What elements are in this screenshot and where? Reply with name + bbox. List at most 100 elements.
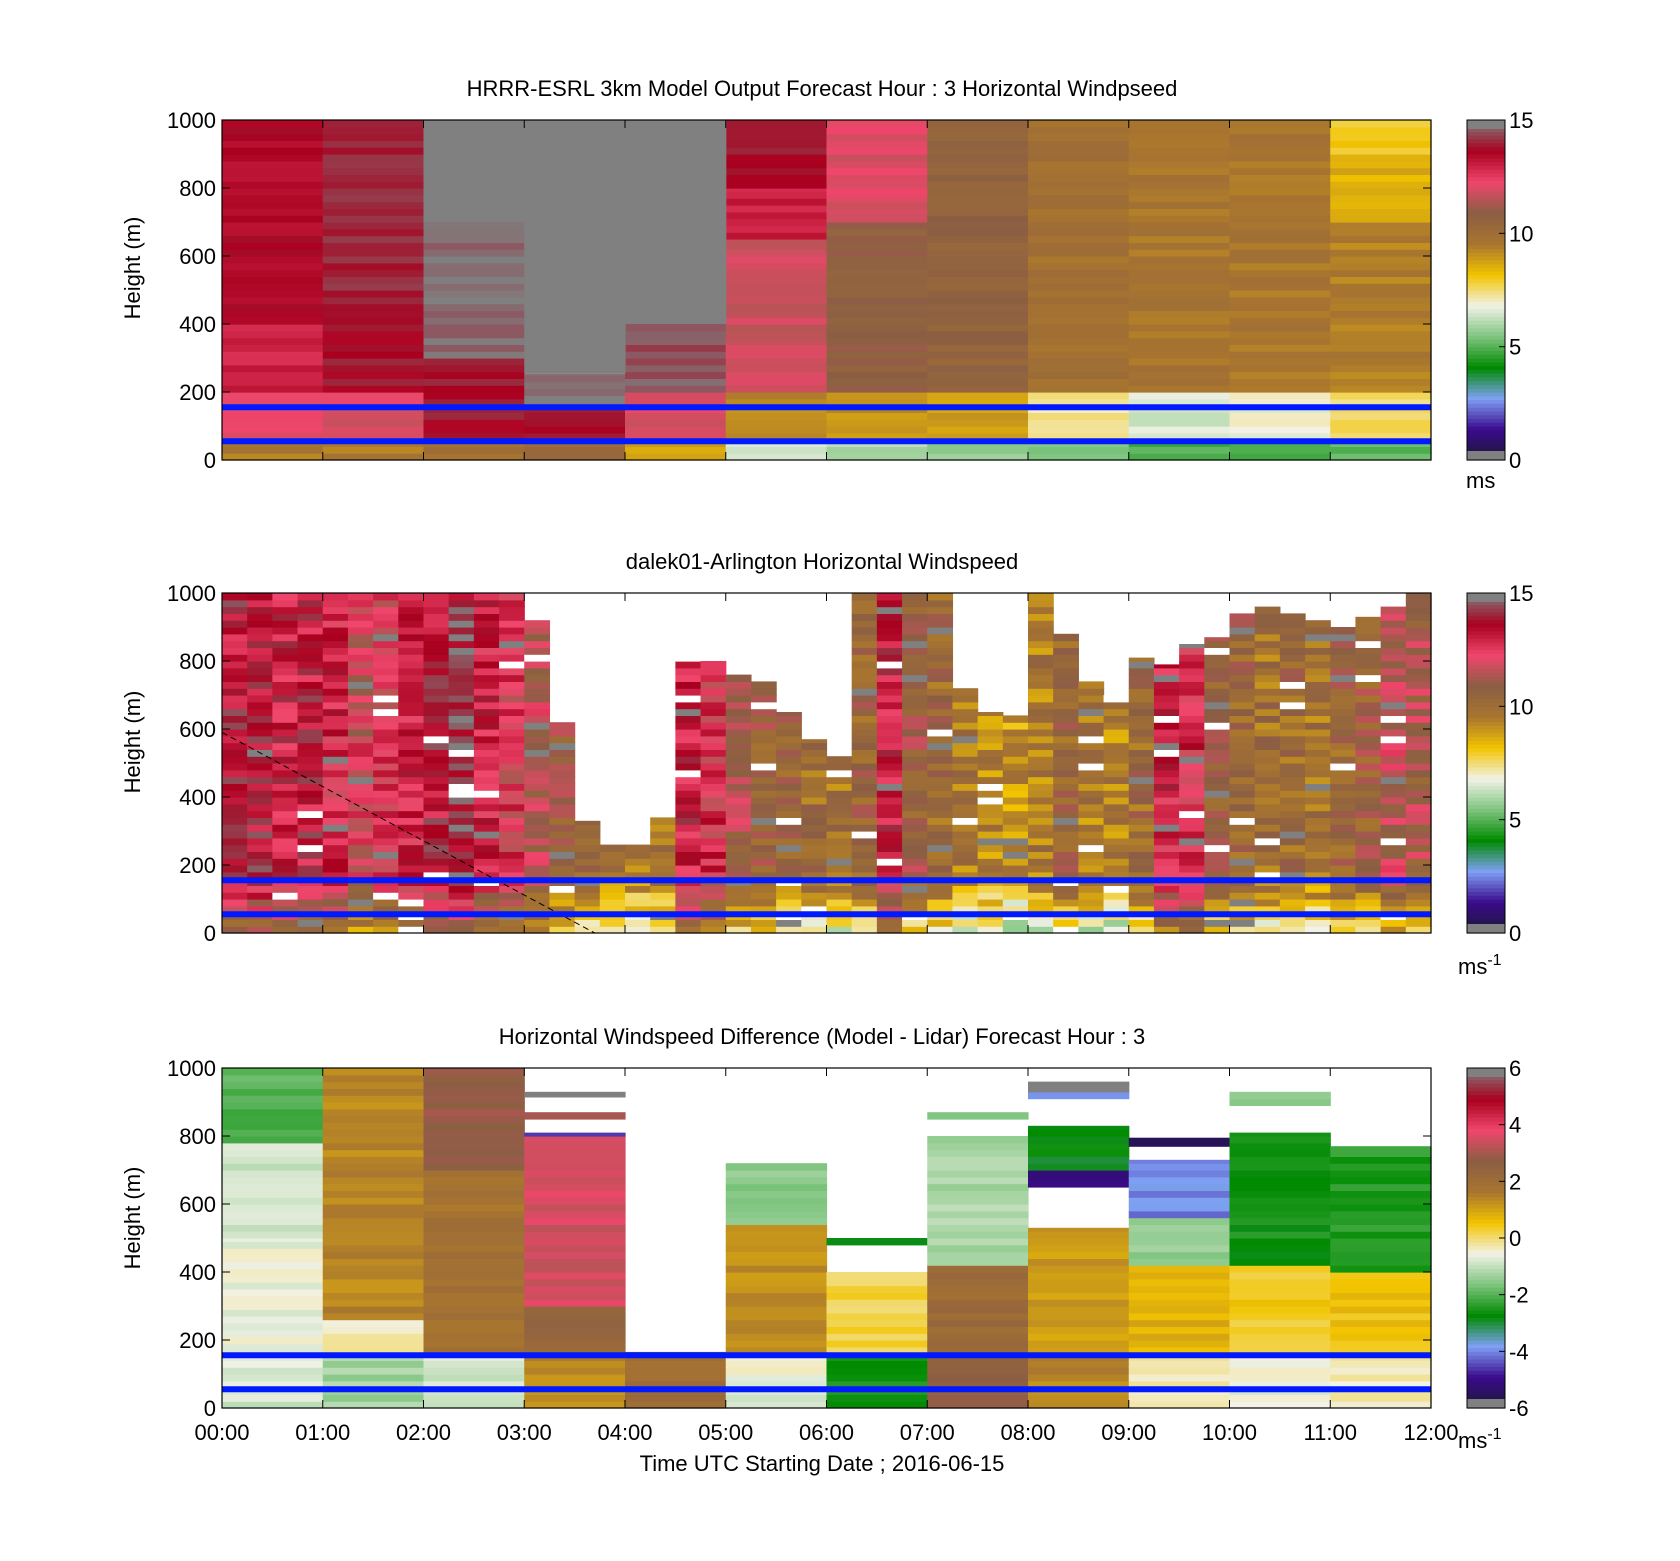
heatmap-band [675, 776, 702, 784]
heatmap-band [1279, 905, 1306, 914]
heatmap-band [524, 446, 626, 454]
heatmap-band [1128, 783, 1155, 791]
heatmap-band [1330, 1149, 1432, 1157]
colorbar-segment [1467, 687, 1505, 692]
heatmap-band [1002, 899, 1029, 907]
heatmap-band [222, 593, 248, 601]
heatmap-band [1128, 688, 1155, 696]
heatmap-band [1028, 715, 1054, 723]
heatmap-band [297, 593, 324, 601]
heatmap-band [1179, 701, 1205, 710]
lidar-profile [826, 756, 853, 934]
heatmap-band [1128, 330, 1231, 339]
heatmap-band [1053, 831, 1079, 839]
heatmap-band [1078, 810, 1105, 818]
heatmap-band [222, 1316, 324, 1324]
heatmap-band [222, 256, 324, 264]
heatmap-band [700, 926, 727, 934]
heatmap-band [801, 810, 828, 818]
heatmap-band [725, 919, 752, 927]
heatmap-band [1254, 858, 1281, 866]
heatmap-band [524, 858, 551, 866]
heatmap-band [1330, 1265, 1432, 1273]
heatmap-band [1355, 722, 1382, 730]
heatmap-band [448, 722, 475, 730]
heatmap-band [347, 865, 374, 873]
heatmap-band [473, 756, 500, 764]
heatmap-band [1405, 783, 1432, 791]
heatmap-band [1103, 858, 1130, 866]
heatmap-band [423, 1312, 525, 1321]
heatmap-band [524, 633, 551, 642]
colorbar-segment [1467, 384, 1505, 389]
heatmap-band [1128, 249, 1231, 257]
heatmap-band [977, 790, 1004, 798]
heatmap-band [1078, 817, 1105, 825]
heatmap-band [222, 215, 324, 223]
heatmap-band [322, 1149, 425, 1157]
heatmap-band [322, 337, 425, 345]
heatmap-band [927, 667, 954, 676]
heatmap-band [1355, 640, 1382, 648]
heatmap-band [322, 1401, 425, 1409]
heatmap-band [1078, 701, 1105, 710]
heatmap-band [1330, 174, 1432, 182]
heatmap-band [725, 256, 828, 264]
heatmap-band [1128, 215, 1231, 223]
heatmap-band [1078, 783, 1105, 791]
heatmap-band [423, 1258, 525, 1266]
heatmap-band [398, 926, 425, 934]
y-tick-label: 1000 [167, 1056, 216, 1081]
heatmap-band [1330, 1204, 1432, 1212]
heatmap-band [1229, 446, 1331, 454]
heatmap-band [700, 899, 727, 907]
heatmap-band [1405, 661, 1432, 669]
heatmap-band [1330, 296, 1432, 305]
heatmap-band [1153, 729, 1180, 737]
heatmap-band [1305, 797, 1331, 805]
heatmap-band [1002, 865, 1029, 873]
colorbar-segment [1467, 1377, 1505, 1383]
heatmap-band [524, 1380, 626, 1389]
heatmap-band [322, 1299, 425, 1307]
colorbar-segment [1467, 611, 1505, 617]
heatmap-band [222, 276, 324, 284]
heatmap-band [750, 763, 777, 771]
heatmap-band [423, 276, 525, 284]
heatmap-band [549, 783, 576, 791]
colorbar-tick-label: 10 [1509, 221, 1533, 246]
heatmap-band [1330, 1146, 1432, 1151]
heatmap-band [1103, 783, 1130, 791]
heatmap-band [549, 905, 576, 914]
heatmap-band [423, 1292, 525, 1300]
heatmap-band [1103, 871, 1130, 880]
colorbar-segment [1467, 1188, 1505, 1194]
heatmap-band [1355, 926, 1382, 934]
heatmap-band [902, 620, 928, 628]
colorbar-unit-label: ms [1466, 468, 1495, 493]
colorbar-segment [1467, 1302, 1505, 1307]
heatmap-band [1229, 1204, 1331, 1212]
heatmap-band [1330, 1176, 1432, 1185]
heatmap-band [499, 851, 525, 859]
heatmap-band [1002, 919, 1029, 927]
heatmap-band [902, 892, 928, 900]
heatmap-band [423, 432, 525, 441]
heatmap-band [322, 133, 425, 141]
heatmap-band [725, 174, 828, 182]
heatmap-band [247, 769, 273, 778]
heatmap-band [222, 1081, 324, 1089]
lidar-profile [272, 593, 299, 934]
heatmap-band [322, 1102, 425, 1110]
colorbar-segment [1467, 418, 1505, 423]
heatmap-band [725, 1374, 828, 1382]
heatmap-band [398, 681, 425, 689]
heatmap-band [297, 892, 324, 900]
heatmap-band [725, 1272, 828, 1280]
heatmap-band [725, 371, 828, 379]
colorbar-segment [1467, 657, 1505, 662]
heatmap-band [549, 858, 576, 866]
heatmap-band [1028, 1258, 1130, 1266]
heatmap-band [1053, 790, 1079, 798]
heatmap-band [524, 905, 551, 914]
